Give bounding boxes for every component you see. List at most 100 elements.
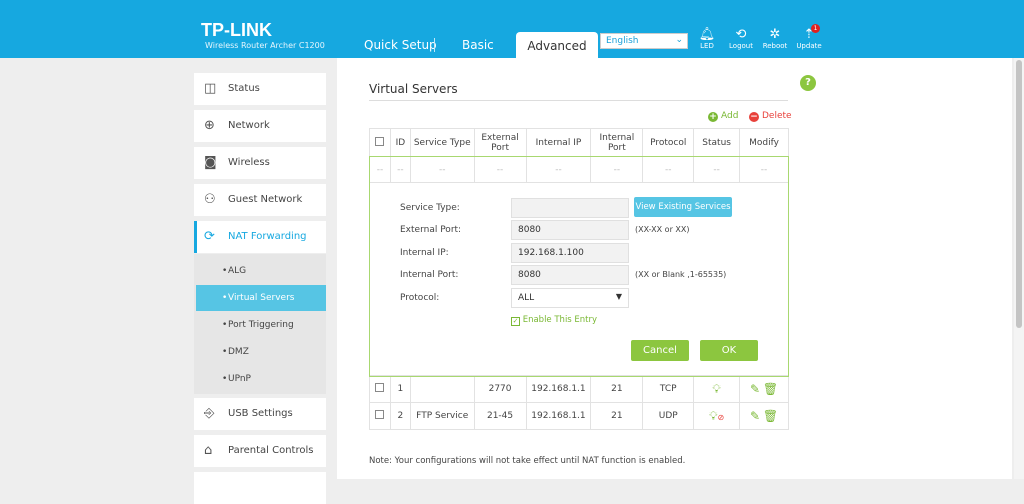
status-toggle[interactable]: 💡︎⊘ [693,402,741,430]
sidebar-label: USB Settings [228,408,293,419]
internal-ip-input[interactable]: 192.168.1.100 [511,243,629,263]
logout-button[interactable]: ⟲ Logout [724,27,758,51]
protocol-value: ALL [518,293,535,303]
add-button[interactable]: + Add [708,111,738,122]
modify-cell: ✎ 🗑︎ [739,375,789,403]
row-checkbox[interactable] [369,375,391,403]
new-entry-row: -- -- -- -- -- -- -- -- -- [369,156,789,183]
delete-button[interactable]: − Delete [749,111,792,122]
row-checkbox[interactable] [369,402,391,430]
placeholder: -- [473,156,527,183]
led-icon: 🔔︎ [698,27,716,42]
check-icon: ✓ [511,317,520,326]
reboot-button[interactable]: ✲ Reboot [758,27,792,51]
page-title: Virtual Servers [369,82,458,96]
internal-ip-label: Internal IP: [400,248,449,258]
table-header: ID Service Type External Port Internal I… [369,128,789,157]
ok-button[interactable]: OK [700,340,758,361]
table-row: 2 FTP Service 21-45 192.168.1.1 21 UDP 💡… [369,402,789,430]
delete-label: Delete [762,111,792,121]
submenu-virtual-servers[interactable]: Virtual Servers [196,285,326,311]
sidebar-item-parental-controls[interactable]: ⌂ Parental Controls [194,435,326,467]
scrollbar-thumb[interactable] [1016,60,1022,328]
sidebar-item-guest-network[interactable]: ⚇ Guest Network [194,184,326,216]
sidebar-item-nat-forwarding[interactable]: ⟳ NAT Forwarding [194,221,326,253]
usb-icon: ⎆ [204,406,215,421]
placeholder: -- [590,156,644,183]
status-icon: ◫ [204,81,217,96]
col-id: ID [389,128,411,157]
edit-form [369,156,789,377]
add-label: Add [721,111,739,121]
caret-down-icon: ▼ [615,292,622,301]
select-all-checkbox[interactable] [369,128,391,157]
cell-external-port: 21-45 [473,402,527,430]
logout-label: Logout [729,42,753,50]
service-type-input[interactable] [511,198,629,218]
logout-icon: ⟲ [735,27,747,42]
submenu-alg[interactable]: ALG [196,258,326,284]
internal-port-hint: (XX or Blank ,1-65535) [635,270,727,279]
sidebar-item-status[interactable]: ◫ Status [194,73,326,105]
col-status: Status [693,128,741,157]
external-port-hint: (XX-XX or XX) [635,225,690,234]
sidebar-label: Parental Controls [228,445,314,456]
update-label: Update [796,42,822,50]
enable-entry-checkbox[interactable]: ✓ Enable This Entry [511,315,597,326]
trash-icon[interactable]: 🗑︎ [762,409,779,423]
help-button[interactable]: ? [800,75,816,91]
sidebar-item-network[interactable]: ⊕ Network [194,110,326,142]
tab-quick-setup[interactable]: Quick Setup [364,38,437,52]
divider [434,38,435,52]
status-toggle[interactable]: 💡︎ [693,375,741,403]
language-select[interactable]: English ⌄ [600,33,688,49]
reboot-label: Reboot [762,42,788,50]
tab-advanced[interactable]: Advanced [516,32,598,58]
sidebar-label: NAT Forwarding [228,231,307,242]
update-button[interactable]: ⇡ 1 Update [792,24,826,50]
internal-port-input[interactable]: 8080 [511,265,629,285]
cancel-button[interactable]: Cancel [631,340,689,361]
col-modify: Modify [739,128,789,157]
cell-service: FTP Service [409,402,475,430]
tab-basic[interactable]: Basic [462,38,494,52]
led-button[interactable]: 🔔︎ LED [690,27,724,51]
sidebar-label: Network [228,120,270,131]
external-port-input[interactable]: 8080 [511,220,629,240]
submenu-port-triggering[interactable]: Port Triggering [196,312,326,338]
parental-icon: ⌂ [204,443,213,458]
placeholder: -- [642,156,695,183]
edit-icon[interactable]: ✎ [749,382,760,396]
edit-icon[interactable]: ✎ [749,409,760,423]
sidebar-item-more[interactable] [194,472,326,504]
update-icon: ⇡ [803,27,815,42]
sidebar-item-usb-settings[interactable]: ⎆ USB Settings [194,398,326,430]
protocol-select[interactable]: ALL ▼ [511,288,629,308]
col-external-port: External Port [473,128,527,157]
header [0,0,1024,58]
globe-icon: ⊕ [204,118,215,133]
divider [369,100,788,101]
sidebar-label: Guest Network [228,194,303,205]
enable-label: Enable This Entry [522,315,598,325]
chevron-down-icon: ⌄ [675,35,683,45]
submenu-upnp[interactable]: UPnP [196,366,326,392]
table-row: 1 2770 192.168.1.1 21 TCP 💡︎ ✎ 🗑︎ [369,375,789,403]
placeholder: -- [693,156,741,183]
col-internal-port: Internal Port [590,128,644,157]
internal-port-label: Internal Port: [400,270,459,280]
view-existing-services-button[interactable]: View Existing Services [634,197,732,217]
trash-icon[interactable]: 🗑︎ [762,382,779,396]
submenu-dmz[interactable]: DMZ [196,339,326,365]
cell-internal-ip: 192.168.1.1 [525,402,592,430]
bulb-off-icon: 💡︎⊘ [709,408,725,423]
sidebar-item-wireless[interactable]: ◙ Wireless [194,147,326,179]
col-internal-ip: Internal IP [525,128,592,157]
virtual-servers-table: ID Service Type External Port Internal I… [369,128,789,430]
minus-icon: − [749,112,759,122]
led-label: LED [700,42,714,50]
service-type-label: Service Type: [400,203,460,213]
col-service-type: Service Type [409,128,475,157]
cell-service [409,375,475,403]
reboot-icon: ✲ [769,27,781,42]
